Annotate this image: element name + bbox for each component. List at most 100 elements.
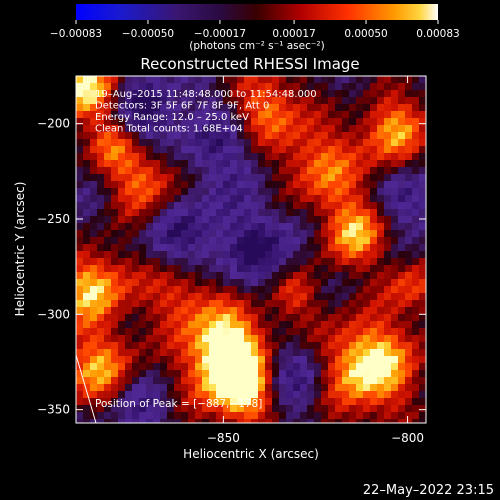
heatmap-cell (132, 251, 139, 258)
heatmap-cell (258, 90, 265, 97)
heatmap-cell (342, 111, 349, 118)
heatmap-cell (272, 321, 279, 328)
heatmap-cell (356, 272, 363, 279)
heatmap-cell (349, 307, 356, 314)
heatmap-cell (335, 174, 342, 181)
y-tick-label: −200 (37, 117, 70, 131)
heatmap-cell (349, 209, 356, 216)
heatmap-cell (223, 377, 230, 384)
heatmap-cell (209, 209, 216, 216)
heatmap-cell (391, 307, 398, 314)
heatmap-cell (153, 349, 160, 356)
heatmap-cell (202, 139, 209, 146)
heatmap-cell (83, 223, 90, 230)
heatmap-cell (237, 307, 244, 314)
heatmap-cell (356, 244, 363, 251)
heatmap-cell (160, 160, 167, 167)
heatmap-cell (300, 356, 307, 363)
heatmap-cell (153, 244, 160, 251)
heatmap-cell (125, 398, 132, 405)
heatmap-cell (167, 251, 174, 258)
heatmap-cell (279, 76, 286, 83)
heatmap-cell (209, 174, 216, 181)
heatmap-cell (342, 286, 349, 293)
heatmap-cell (279, 377, 286, 384)
heatmap-cell (391, 209, 398, 216)
heatmap-cell (251, 300, 258, 307)
x-axis-label: Heliocentric X (arcsec) (183, 447, 319, 461)
heatmap-cell (321, 230, 328, 237)
heatmap-cell (146, 328, 153, 335)
heatmap-cell (377, 349, 384, 356)
heatmap-cell (349, 83, 356, 90)
heatmap-cell (209, 125, 216, 132)
heatmap-cell (398, 111, 405, 118)
heatmap-cell (195, 195, 202, 202)
heatmap-cell (272, 391, 279, 398)
heatmap-cell (195, 90, 202, 97)
heatmap-cell (258, 146, 265, 153)
heatmap-cell (398, 321, 405, 328)
heatmap-cell (223, 279, 230, 286)
heatmap-cell (153, 405, 160, 412)
heatmap-cell (188, 307, 195, 314)
heatmap-cell (83, 321, 90, 328)
heatmap-cell (377, 293, 384, 300)
heatmap-cell (286, 279, 293, 286)
heatmap-cell (188, 328, 195, 335)
heatmap-cell (181, 349, 188, 356)
heatmap-cell (160, 76, 167, 83)
heatmap-cell (216, 363, 223, 370)
heatmap-cell (153, 307, 160, 314)
heatmap-cell (223, 293, 230, 300)
heatmap-cell (223, 314, 230, 321)
heatmap-cell (356, 251, 363, 258)
heatmap-cell (139, 258, 146, 265)
heatmap-cell (118, 342, 125, 349)
heatmap-cell (272, 237, 279, 244)
heatmap-cell (300, 181, 307, 188)
heatmap-cell (335, 328, 342, 335)
heatmap-cell (342, 125, 349, 132)
heatmap-cell (349, 153, 356, 160)
heatmap-cell (216, 181, 223, 188)
heatmap-cell (300, 279, 307, 286)
heatmap-cell (293, 293, 300, 300)
heatmap-cell (384, 307, 391, 314)
heatmap-cell (111, 195, 118, 202)
heatmap-cell (167, 314, 174, 321)
heatmap-cell (104, 146, 111, 153)
heatmap-cell (181, 251, 188, 258)
heatmap-cell (300, 412, 307, 419)
heatmap-cell (419, 405, 426, 412)
heatmap-cell (258, 405, 265, 412)
heatmap-cell (272, 160, 279, 167)
heatmap-cell (181, 174, 188, 181)
heatmap-cell (104, 412, 111, 419)
heatmap-cell (251, 111, 258, 118)
heatmap-cell (111, 391, 118, 398)
heatmap-cell (293, 174, 300, 181)
heatmap-cell (153, 230, 160, 237)
heatmap-cell (223, 258, 230, 265)
heatmap-cell (97, 237, 104, 244)
heatmap-cell (412, 349, 419, 356)
heatmap-cell (174, 160, 181, 167)
heatmap-cell (146, 363, 153, 370)
heatmap-cell (195, 202, 202, 209)
heatmap-cell (258, 279, 265, 286)
heatmap-cell (125, 419, 132, 423)
heatmap-cell (174, 90, 181, 97)
heatmap-cell (90, 174, 97, 181)
heatmap-cell (111, 370, 118, 377)
heatmap-cell (356, 363, 363, 370)
heatmap-cell (244, 370, 251, 377)
heatmap-cell (216, 174, 223, 181)
heatmap-cell (90, 370, 97, 377)
heatmap-cell (167, 356, 174, 363)
heatmap-cell (272, 370, 279, 377)
heatmap-cell (125, 265, 132, 272)
heatmap-cell (377, 202, 384, 209)
heatmap-cell (132, 202, 139, 209)
heatmap-cell (328, 111, 335, 118)
